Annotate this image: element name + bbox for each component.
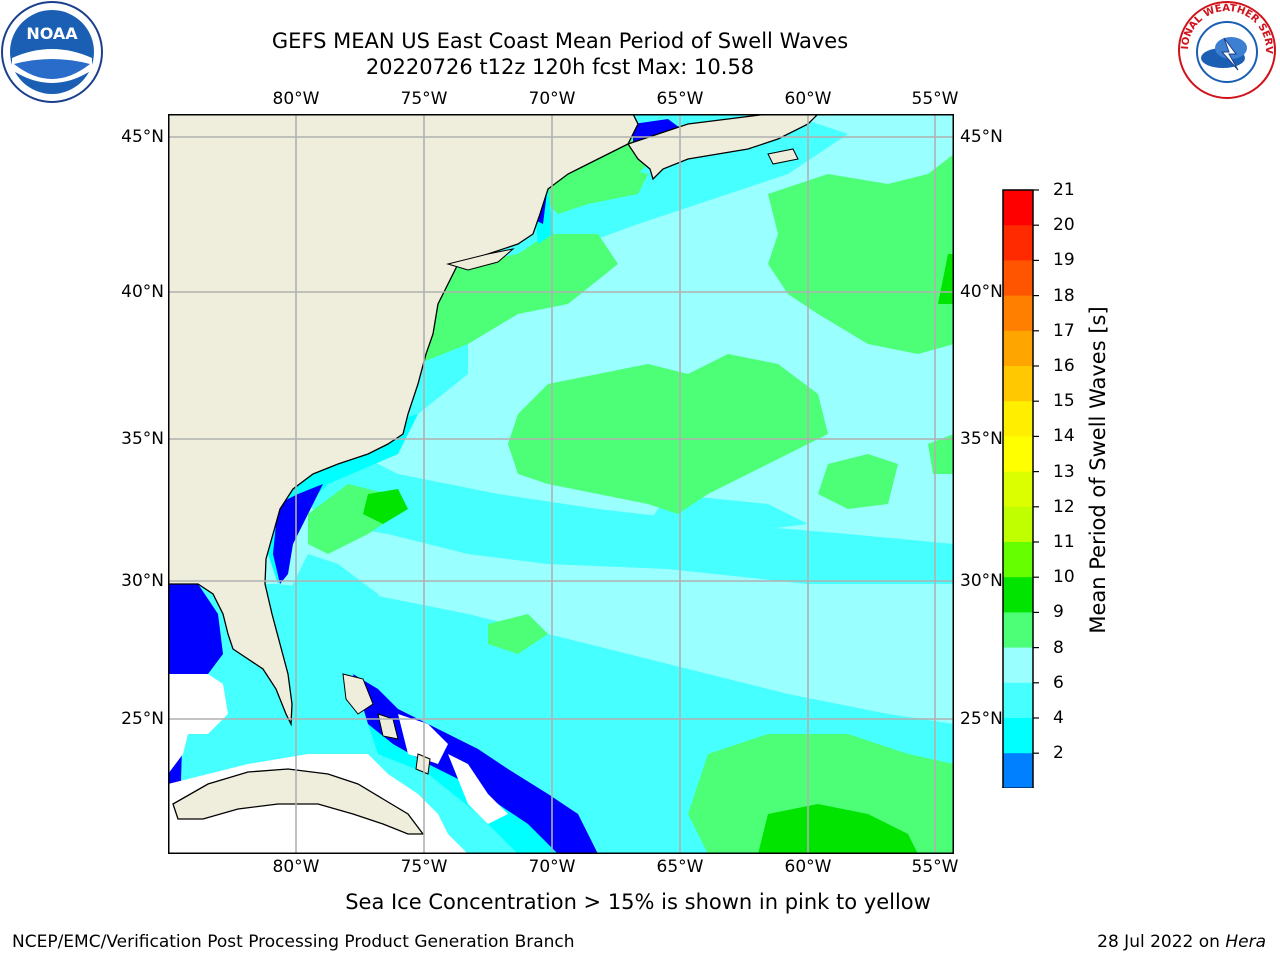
lon-label-bottom: 80°W (272, 857, 320, 877)
band-9-10 (768, 154, 954, 354)
band-9-10 (508, 354, 828, 514)
band-6-8 (298, 444, 954, 584)
lat-label-left: 45°N (121, 127, 164, 147)
band-10-11 (758, 804, 918, 854)
lon-label-bottom: 65°W (656, 857, 704, 877)
noaa-logo: NOAA (1, 1, 103, 103)
run-date: 28 Jul 2022 on Hera (1097, 932, 1266, 952)
colorbar-segment (1003, 753, 1033, 788)
colorbar-segment (1003, 612, 1033, 649)
colorbar-tick-label: 13 (1053, 461, 1075, 482)
colorbar-segment (1003, 260, 1033, 297)
colorbar (1001, 189, 1039, 788)
lat-label-left: 40°N (121, 282, 164, 302)
lat-label-right: 25°N (960, 709, 1003, 729)
colorbar-segment (1003, 471, 1033, 508)
colorbar-tick-label: 12 (1053, 496, 1075, 517)
no-data-area (168, 674, 228, 774)
lat-label-right: 40°N (960, 282, 1003, 302)
colorbar-title: Mean Period of Swell Waves [s] (1086, 306, 1110, 634)
colorbar-segment (1003, 225, 1033, 261)
colorbar-tick-label: 15 (1053, 391, 1075, 412)
colorbar-tick-label: 4 (1053, 708, 1064, 728)
land-pei (767, 148, 799, 165)
band-9-10 (488, 614, 548, 654)
lon-label-bottom: 75°W (400, 857, 448, 877)
colorbar-tick-label: 17 (1053, 320, 1075, 341)
lon-label-top: 65°W (656, 89, 704, 109)
colorbar-tick-label: 10 (1053, 567, 1075, 588)
colorbar-segment (1003, 682, 1033, 719)
lat-label-left: 30°N (121, 571, 164, 591)
map-frame (168, 114, 954, 854)
sea-ice-note: Sea Ice Concentration > 15% is shown in … (345, 890, 931, 914)
land-bahamas (342, 673, 374, 715)
colorbar-tick-label: 16 (1053, 356, 1075, 376)
colorbar-segment (1003, 330, 1033, 367)
lat-label-left: 35°N (121, 429, 164, 449)
colorbar-tick-label: 14 (1053, 426, 1075, 447)
colorbar-segment (1003, 718, 1033, 754)
colorbar-tick-label: 20 (1053, 215, 1075, 236)
colorbar-segment (1003, 401, 1033, 437)
lat-label-left: 25°N (121, 709, 164, 729)
band-10-11 (363, 489, 408, 524)
colorbar-segment (1003, 295, 1033, 332)
colorbar-tick-label: 11 (1053, 532, 1075, 552)
lon-label-top: 55°W (911, 89, 959, 109)
lon-label-bottom: 60°W (784, 857, 832, 877)
graticule (168, 114, 954, 854)
lat-label-right: 45°N (960, 127, 1003, 147)
land-long-island (446, 248, 515, 271)
lat-label-right: 35°N (960, 429, 1003, 449)
nws-logo: NATIONAL WEATHER SERVICE (1176, 0, 1276, 99)
band-9-10 (818, 454, 898, 509)
colorbar-segment (1003, 190, 1033, 226)
land-north-america (168, 114, 639, 727)
colorbar-segment (1003, 436, 1033, 473)
lon-label-bottom: 55°W (911, 857, 959, 877)
colorbar-segment (1003, 647, 1033, 684)
lat-label-right: 30°N (960, 571, 1003, 591)
lon-label-top: 70°W (528, 89, 576, 109)
no-data-area (398, 714, 448, 764)
noaa-logo-text: NOAA (26, 24, 78, 43)
colorbar-tick-label: 21 (1053, 180, 1075, 200)
band-lt-4 (273, 484, 323, 584)
colorbar-segment (1003, 506, 1033, 543)
credit-text: NCEP/EMC/Verification Post Processing Pr… (12, 932, 575, 952)
colorbar-tick-label: 18 (1053, 285, 1075, 306)
band-6-8 (278, 554, 398, 734)
colorbar-frame (1002, 189, 1034, 788)
colorbar-tick-label: 6 (1053, 672, 1064, 693)
run-date-text: 28 Jul 2022 on (1097, 932, 1220, 952)
land-cuba (172, 768, 425, 835)
lon-label-top: 60°W (784, 89, 832, 109)
band-9-10 (408, 234, 618, 364)
lon-label-bottom: 70°W (528, 857, 576, 877)
colorbar-segment (1003, 366, 1033, 402)
colorbar-tick-label: 2 (1053, 743, 1064, 764)
colorbar-tick-label: 9 (1053, 602, 1064, 623)
lon-label-top: 80°W (272, 89, 320, 109)
land-bahamas (415, 753, 431, 775)
colorbar-tick-label: 8 (1053, 637, 1064, 658)
no-data-area (448, 754, 508, 824)
chart-title: GEFS MEAN US East Coast Mean Period of S… (271, 29, 849, 53)
land-bahamas (377, 713, 399, 740)
chart-subtitle: 20220726 t12z 120h fcst Max: 10.58 (365, 55, 755, 79)
swell-period-map (168, 114, 954, 854)
colorbar-segment (1003, 577, 1033, 613)
colorbar-segment (1003, 542, 1033, 578)
lon-label-top: 75°W (400, 89, 448, 109)
land-nova-scotia (626, 114, 819, 181)
run-host: Hera (1225, 932, 1266, 952)
band-lt-4 (168, 584, 223, 674)
colorbar-tick-label: 19 (1053, 250, 1075, 271)
